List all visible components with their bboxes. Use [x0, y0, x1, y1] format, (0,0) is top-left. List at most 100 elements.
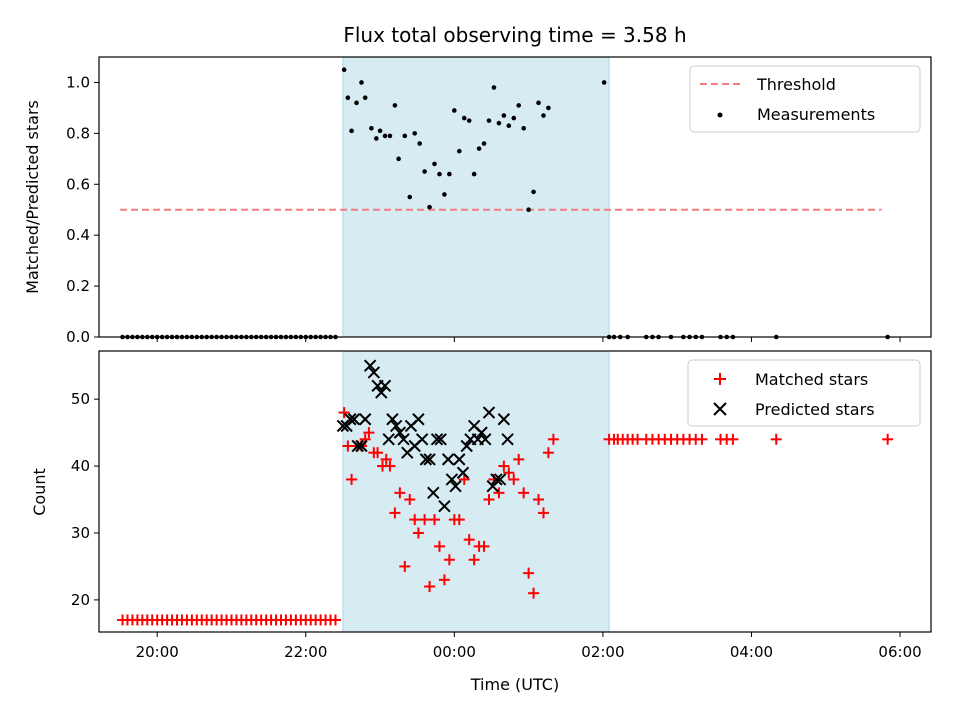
matched-star-point [342, 440, 354, 452]
bottom-panel-x-ticks: 20:00 22:00 00:00 02:00 04:00 06:00 [136, 632, 922, 661]
predicted-star-point [347, 413, 361, 426]
measurement-point [511, 115, 517, 121]
matched-star-point [329, 614, 341, 626]
measurement-point [546, 105, 551, 111]
measurement-point [432, 161, 437, 167]
measurement-point [452, 108, 457, 113]
predicted-marker-b [347, 413, 361, 426]
predicted-marker-b [438, 500, 451, 513]
top-y-tick-label: 1.0 [66, 73, 90, 91]
measurement-point [396, 156, 401, 162]
matched-star-point [453, 514, 465, 526]
predicted-star-point [419, 453, 433, 466]
predicted-marker-b [493, 473, 507, 486]
predicted-marker-b [382, 433, 395, 446]
matched-star-point [419, 514, 431, 526]
measurement-point [417, 141, 422, 146]
predicted-star-point [456, 466, 470, 479]
predicted-marker-b [358, 413, 372, 426]
measurement-point [531, 189, 536, 195]
predicted-marker-b [355, 439, 368, 453]
predicted-star-point [441, 453, 455, 466]
matched-star-point [399, 560, 411, 572]
predicted-star-point [430, 433, 444, 446]
measurement-point [501, 113, 507, 118]
matched-star-point [384, 460, 396, 472]
legend-matched-swatch [714, 373, 726, 385]
top-y-tick-label: 0.0 [66, 328, 90, 346]
matched-star-point [389, 507, 401, 519]
predicted-star-point [423, 453, 436, 466]
matched-star-point [438, 574, 450, 586]
predicted-star-point [382, 433, 395, 446]
matched-star-point [513, 453, 525, 465]
measurement-point [427, 204, 432, 210]
measurement-point [349, 128, 354, 134]
legend-measurements-swatch [717, 112, 723, 118]
predicted-marker-b [453, 453, 466, 466]
bottom-y-tick-label: 50 [71, 390, 90, 408]
x-tick-label: 00:00 [433, 643, 476, 661]
predicted-marker-b [460, 439, 473, 453]
measurement-point [471, 171, 477, 177]
matched-star-point [493, 487, 505, 499]
predicted-star-point [479, 433, 492, 446]
legend-matched-label: Matched stars [755, 370, 868, 389]
predicted-star-point [490, 473, 503, 486]
measurement-point [422, 169, 427, 174]
measurement-point [491, 85, 497, 90]
top-y-tick-label: 0.2 [66, 277, 90, 295]
top-legend-box [689, 65, 921, 133]
predicted-marker-b [456, 466, 470, 479]
measurement-point [392, 103, 398, 108]
predicted-marker-b [445, 473, 459, 486]
predicted-star-point [397, 433, 410, 446]
matched-star-point [380, 453, 392, 465]
measurement-point [476, 146, 482, 151]
predicted-marker-b [449, 479, 462, 493]
predicted-star-point [438, 500, 451, 513]
measurement-point [402, 133, 408, 139]
predicted-star-point [351, 439, 364, 453]
matched-star-point [508, 473, 520, 485]
x-axis-label: Time (UTC) [470, 675, 559, 694]
predicted-marker-b [367, 366, 381, 379]
predicted-star-point [393, 426, 407, 439]
measurement-point [536, 100, 541, 106]
x-tick-label: 22:00 [284, 643, 327, 661]
bottom-y-tick-label: 20 [71, 591, 90, 609]
predicted-star-point [367, 366, 381, 379]
measurement-point [369, 125, 374, 131]
predicted-star-point [363, 359, 377, 372]
matched-star-point [882, 433, 894, 445]
top-panel-shaded-span [342, 57, 610, 337]
x-tick-label: 06:00 [878, 643, 921, 661]
legend-predicted-swatch [713, 402, 727, 416]
measurement-point [526, 207, 531, 213]
predicted-marker-b [412, 413, 425, 426]
predicted-marker-b [351, 439, 364, 453]
predicted-star-point [449, 479, 462, 493]
predicted-star-point [475, 426, 488, 439]
measurement-point [341, 67, 347, 73]
predicted-star-point [453, 453, 466, 466]
bottom-panel-shaded-span [342, 351, 610, 632]
predicted-marker-b [430, 433, 444, 446]
matched-star-point [443, 554, 455, 566]
bottom-y-tick-label: 30 [71, 524, 90, 542]
predicted-marker-b [479, 433, 492, 446]
predicted-star-point [482, 406, 496, 419]
measurement-point [377, 128, 383, 134]
top-panel-x-ticks [156, 337, 901, 342]
top-panel-y-ticks: 0.0 0.2 0.4 0.6 0.8 1.0 [66, 73, 99, 346]
top-panel-frame [98, 56, 932, 338]
matched-star-point [547, 433, 559, 445]
legend-threshold-label: Threshold [756, 75, 836, 94]
matched-star-point [498, 460, 510, 472]
bottom-legend-box [687, 359, 921, 427]
predicted-star-point [386, 413, 399, 426]
matched-star-point [523, 567, 535, 579]
measurement-point [374, 136, 379, 141]
bottom-legend: Matched stars Predicted stars [687, 359, 921, 427]
predicted-marker-b [393, 426, 407, 439]
